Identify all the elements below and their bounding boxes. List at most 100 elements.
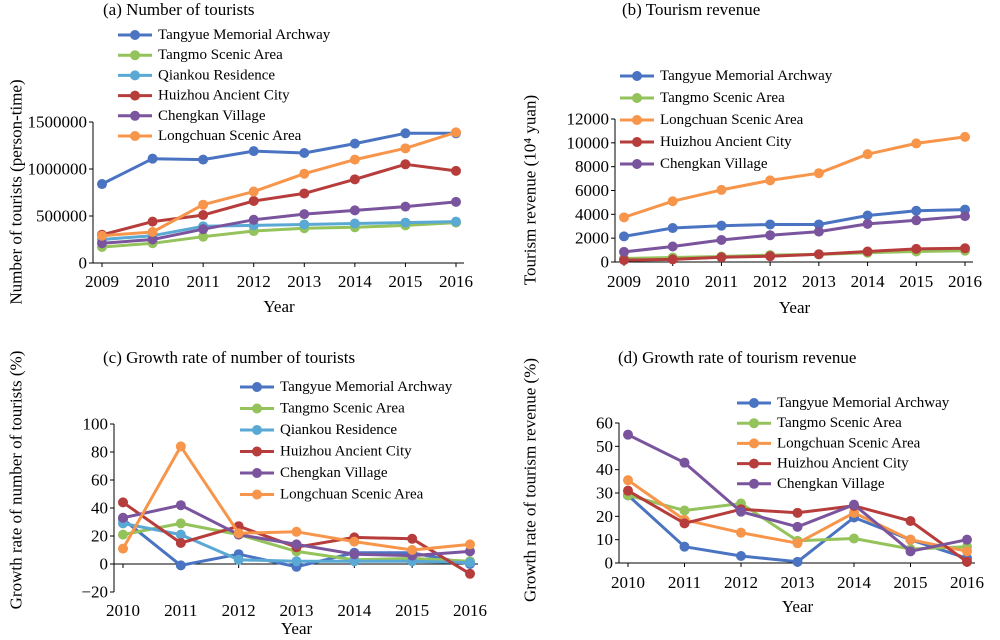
legend-label: Huizhou Ancient City xyxy=(777,456,909,472)
data-point-chengkan-village xyxy=(962,534,972,545)
legend-entry-tangyue-memorial-archway: Tangyue Memorial Archway xyxy=(620,68,833,84)
y-tick-label: 40 xyxy=(91,499,108,518)
data-point-qiankou-residence xyxy=(349,556,360,567)
data-point-huizhou-ancient-city xyxy=(716,252,727,263)
legend-label: Chengkan Village xyxy=(660,156,768,172)
data-point-longchuan-scenic-area xyxy=(97,230,107,241)
legend-swatch-marker xyxy=(252,425,262,435)
x-tick-label: 2014 xyxy=(851,272,886,291)
data-point-huizhou-ancient-city xyxy=(349,174,360,185)
x-axis-label: Year xyxy=(779,298,811,317)
data-point-tangmo-scenic-area xyxy=(198,231,209,242)
legend-entry-longchuan-scenic-area: Longchuan Scenic Area xyxy=(737,435,921,451)
y-tick-label: 80 xyxy=(91,443,108,462)
y-tick-label: −20 xyxy=(81,583,108,602)
data-point-qiankou-residence xyxy=(175,529,186,540)
data-point-longchuan-scenic-area xyxy=(147,226,158,237)
chart-panel-b: (b) Tourism revenue Tourism revenue (10⁴ … xyxy=(521,0,983,317)
legend-label: Longchuan Scenic Area xyxy=(158,128,302,144)
data-point-tangyue-memorial-archway xyxy=(813,219,824,230)
data-point-tangyue-memorial-archway xyxy=(299,148,310,159)
x-tick-label: 2010 xyxy=(611,573,645,592)
x-tick-label: 2013 xyxy=(781,573,815,592)
data-point-longchuan-scenic-area xyxy=(118,543,128,554)
x-tick-label: 2015 xyxy=(388,272,422,291)
data-point-huizhou-ancient-city xyxy=(623,485,633,496)
data-point-qiankou-residence xyxy=(465,557,475,568)
data-point-longchuan-scenic-area xyxy=(619,212,629,223)
x-tick-label: 2010 xyxy=(136,272,170,291)
chart-title: (c) Growth rate of number of tourists xyxy=(103,348,355,367)
x-tick-label: 2009 xyxy=(607,272,641,291)
data-point-longchuan-scenic-area xyxy=(736,527,746,538)
legend-entry-tangmo-scenic-area: Tangmo Scenic Area xyxy=(620,90,785,106)
series-line-chengkan-village xyxy=(623,214,966,254)
series-line-huizhou-ancient-city xyxy=(101,162,457,237)
legend-entry-longchuan-scenic-area: Longchuan Scenic Area xyxy=(118,128,302,144)
legend-swatch-marker xyxy=(252,446,262,457)
data-point-chengkan-village xyxy=(862,218,873,229)
legend-entry-tangmo-scenic-area: Tangmo Scenic Area xyxy=(240,401,405,417)
data-point-longchuan-scenic-area xyxy=(451,127,461,138)
data-point-tangyue-memorial-archway xyxy=(198,154,209,165)
legend-swatch-marker xyxy=(632,159,642,169)
y-tick-label: 0 xyxy=(79,254,88,273)
legend-swatch-marker xyxy=(749,398,759,408)
data-point-huizhou-ancient-city xyxy=(118,497,128,508)
data-point-huizhou-ancient-city xyxy=(175,538,186,548)
y-axis-label: Growth rate of number of tourists (%) xyxy=(7,351,26,610)
legend-label: Chengkan Village xyxy=(280,465,388,481)
data-point-tangyue-memorial-archway xyxy=(679,541,690,552)
legend-swatch-marker xyxy=(749,478,759,489)
legend-entry-longchuan-scenic-area: Longchuan Scenic Area xyxy=(240,487,424,503)
y-tick-label: 4000 xyxy=(575,205,609,224)
legend-entry-chengkan-village: Chengkan Village xyxy=(118,108,266,124)
legend-swatch-marker xyxy=(130,110,140,121)
data-point-tangyue-memorial-archway xyxy=(911,205,922,216)
legend-label: Longchuan Scenic Area xyxy=(280,487,424,503)
legend-swatch-marker xyxy=(749,458,759,469)
data-point-chengkan-village xyxy=(911,215,922,226)
data-point-longchuan-scenic-area xyxy=(198,199,209,210)
legend-swatch-marker xyxy=(252,382,262,392)
data-point-chengkan-village xyxy=(349,205,360,216)
data-point-chengkan-village xyxy=(400,201,411,212)
data-point-huizhou-ancient-city xyxy=(667,254,678,265)
x-tick-label: 2011 xyxy=(668,573,701,592)
legend-swatch-marker xyxy=(749,418,759,429)
x-tick-label: 2016 xyxy=(439,272,473,291)
series-line-longchuan-scenic-area xyxy=(623,135,966,219)
data-point-longchuan-scenic-area xyxy=(623,475,633,486)
y-tick-label: 60 xyxy=(91,471,108,490)
data-point-huizhou-ancient-city xyxy=(962,556,972,567)
data-point-huizhou-ancient-city xyxy=(862,246,873,257)
data-point-longchuan-scenic-area xyxy=(716,184,727,195)
x-tick-label: 2015 xyxy=(899,272,933,291)
x-tick-label: 2014 xyxy=(338,272,373,291)
y-tick-label: 500000 xyxy=(36,207,87,226)
legend-entry-qiankou-residence: Qiankou Residence xyxy=(118,67,275,83)
y-tick-label: 0 xyxy=(601,253,610,272)
data-point-longchuan-scenic-area xyxy=(792,538,803,549)
data-point-tangmo-scenic-area xyxy=(849,533,859,544)
data-point-chengkan-village xyxy=(905,546,916,557)
y-tick-label: 100 xyxy=(83,415,109,434)
data-point-chengkan-village xyxy=(451,196,461,207)
legend-label: Tangmo Scenic Area xyxy=(158,47,283,63)
data-point-tangyue-memorial-archway xyxy=(349,138,360,149)
data-point-qiankou-residence xyxy=(299,219,310,230)
data-point-chengkan-village xyxy=(147,234,158,245)
series-line-chengkan-village xyxy=(101,200,457,245)
data-point-longchuan-scenic-area xyxy=(407,545,418,555)
x-axis-label: Year xyxy=(263,297,295,316)
legend-swatch-marker xyxy=(252,489,262,500)
data-point-huizhou-ancient-city xyxy=(198,210,209,221)
legend-swatch-marker xyxy=(252,468,262,478)
data-point-chengkan-village xyxy=(175,500,186,511)
data-point-chengkan-village xyxy=(736,506,746,517)
data-point-chengkan-village xyxy=(667,241,678,252)
data-point-tangyue-memorial-archway xyxy=(862,210,873,221)
legend-swatch-marker xyxy=(130,131,140,141)
x-tick-label: 2013 xyxy=(802,272,836,291)
